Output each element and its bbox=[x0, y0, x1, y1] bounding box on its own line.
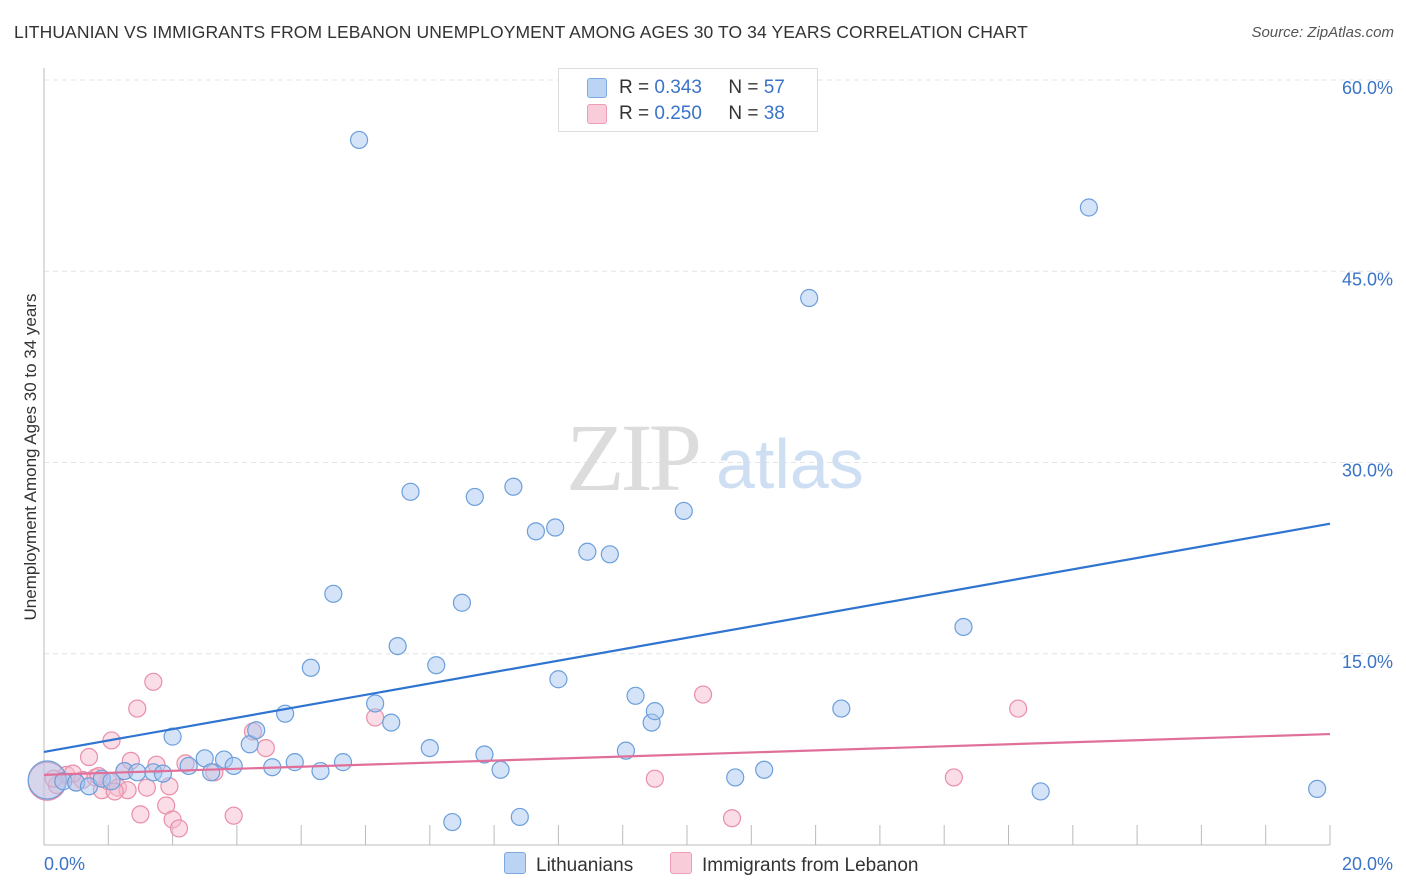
lithuanians-point bbox=[954, 617, 973, 637]
x-tick-label: 0.0% bbox=[44, 854, 85, 874]
lithuanians-point bbox=[401, 482, 420, 501]
legend-r-value: 0.250 bbox=[654, 103, 702, 124]
lithuanians-point bbox=[324, 584, 343, 603]
lithuanians-point bbox=[301, 658, 320, 677]
lithuanians-point bbox=[832, 699, 851, 718]
legend-swatch-blue bbox=[587, 78, 607, 98]
correlation-legend: R = 0.343 N = 57 R = 0.250 N = 38 bbox=[558, 68, 818, 132]
legend-n-label: N = bbox=[728, 77, 759, 98]
lithuanians-point bbox=[526, 522, 545, 541]
lithuanians-point bbox=[674, 501, 693, 521]
lithuanians-point bbox=[247, 721, 266, 740]
lebanon-point bbox=[79, 747, 99, 767]
lithuanians-point bbox=[475, 745, 494, 764]
lithuanians-point bbox=[1031, 782, 1050, 801]
tick-labels: 15.0% 30.0% 45.0% 60.0% 0.0% 20.0% bbox=[44, 78, 1393, 874]
trend-lines bbox=[43, 522, 1331, 776]
lithuanians-point bbox=[333, 753, 353, 772]
lebanon-point bbox=[144, 672, 163, 691]
source-credit: Source: ZipAtlas.com bbox=[1251, 24, 1394, 41]
y-tick-label: 60.0% bbox=[1342, 78, 1393, 98]
bottom-legend-label: Immigrants from Lebanon bbox=[702, 855, 919, 876]
lebanon-point bbox=[944, 768, 963, 787]
lithuanians-point bbox=[1079, 198, 1098, 217]
lithuanians-point bbox=[549, 670, 568, 689]
lithuanians-point bbox=[491, 760, 510, 779]
lithuanians-point bbox=[224, 756, 243, 776]
bottom-legend-swatch-blue bbox=[504, 852, 526, 874]
lithuanians-point bbox=[388, 636, 407, 656]
watermark-atlas: atlas bbox=[716, 425, 864, 503]
legend-n-value: 38 bbox=[763, 103, 785, 124]
legend-r-label: R = bbox=[619, 77, 650, 98]
lithuanians-point bbox=[153, 764, 173, 783]
lithuanians-point bbox=[452, 593, 472, 612]
lithuanians-point bbox=[1308, 779, 1327, 799]
lithuanians-point bbox=[202, 763, 221, 782]
lithuanians-point bbox=[616, 741, 636, 760]
bottom-legend-label: Lithuanians bbox=[536, 855, 634, 876]
bottom-legend-lithuanians: Lithuanians bbox=[504, 852, 633, 877]
lithuanians-point bbox=[726, 768, 745, 787]
legend-n-value: 57 bbox=[763, 77, 785, 98]
legend-r-value: 0.343 bbox=[654, 77, 702, 98]
y-tick-label: 15.0% bbox=[1342, 652, 1393, 672]
legend-swatch-pink bbox=[587, 104, 607, 124]
y-axis-label: Unemployment Among Ages 30 to 34 years bbox=[21, 294, 40, 621]
lebanon-point bbox=[645, 769, 664, 788]
y-tick-label: 30.0% bbox=[1342, 461, 1393, 481]
lithuanians-point bbox=[600, 545, 619, 564]
lebanon-point bbox=[693, 685, 713, 704]
lebanon-point bbox=[224, 806, 243, 825]
lithuanians-point bbox=[465, 487, 484, 507]
lithuanians-point bbox=[578, 542, 597, 561]
watermark: ZIP atlas bbox=[566, 404, 864, 511]
axes bbox=[43, 68, 1331, 846]
gridlines bbox=[44, 79, 1392, 655]
lebanon-point bbox=[131, 805, 150, 824]
x-tick-label: 20.0% bbox=[1342, 854, 1393, 874]
lithuanians-point bbox=[504, 477, 523, 496]
lithuanians-point bbox=[366, 694, 385, 713]
lithuanians-point bbox=[349, 130, 369, 150]
lebanon-point bbox=[256, 738, 275, 758]
chart-title: LITHUANIAN VS IMMIGRANTS FROM LEBANON UN… bbox=[14, 22, 1028, 42]
trend-line-lebanon bbox=[43, 732, 1331, 776]
lebanon-point bbox=[1009, 699, 1028, 718]
bottom-legend-lebanon: Immigrants from Lebanon bbox=[670, 852, 919, 877]
watermark-zip: ZIP bbox=[566, 404, 699, 511]
lebanon-point bbox=[722, 809, 742, 828]
y-tick-label: 45.0% bbox=[1342, 269, 1393, 289]
legend-r-label: R = bbox=[619, 103, 650, 124]
lebanon-point bbox=[137, 778, 156, 797]
lithuanians-point bbox=[382, 713, 401, 732]
lithuanians-point bbox=[443, 812, 462, 832]
lithuanians-point bbox=[427, 656, 446, 675]
lebanon-point bbox=[128, 699, 147, 718]
lithuanians-point bbox=[179, 756, 198, 776]
lithuanians-point bbox=[626, 686, 645, 705]
lithuanians-point bbox=[800, 288, 819, 308]
bottom-legend-swatch-pink bbox=[670, 852, 692, 874]
trend-line-lithuanians bbox=[43, 522, 1331, 754]
lithuanians-point bbox=[420, 738, 439, 758]
lebanon-point bbox=[169, 819, 189, 838]
lithuanians-point bbox=[510, 807, 529, 827]
lithuanians-point bbox=[645, 702, 664, 721]
series-lithuanians-points bbox=[27, 130, 1327, 832]
lithuanians-point bbox=[546, 518, 565, 537]
lithuanians-point bbox=[755, 760, 774, 779]
legend-n-label: N = bbox=[728, 103, 759, 124]
